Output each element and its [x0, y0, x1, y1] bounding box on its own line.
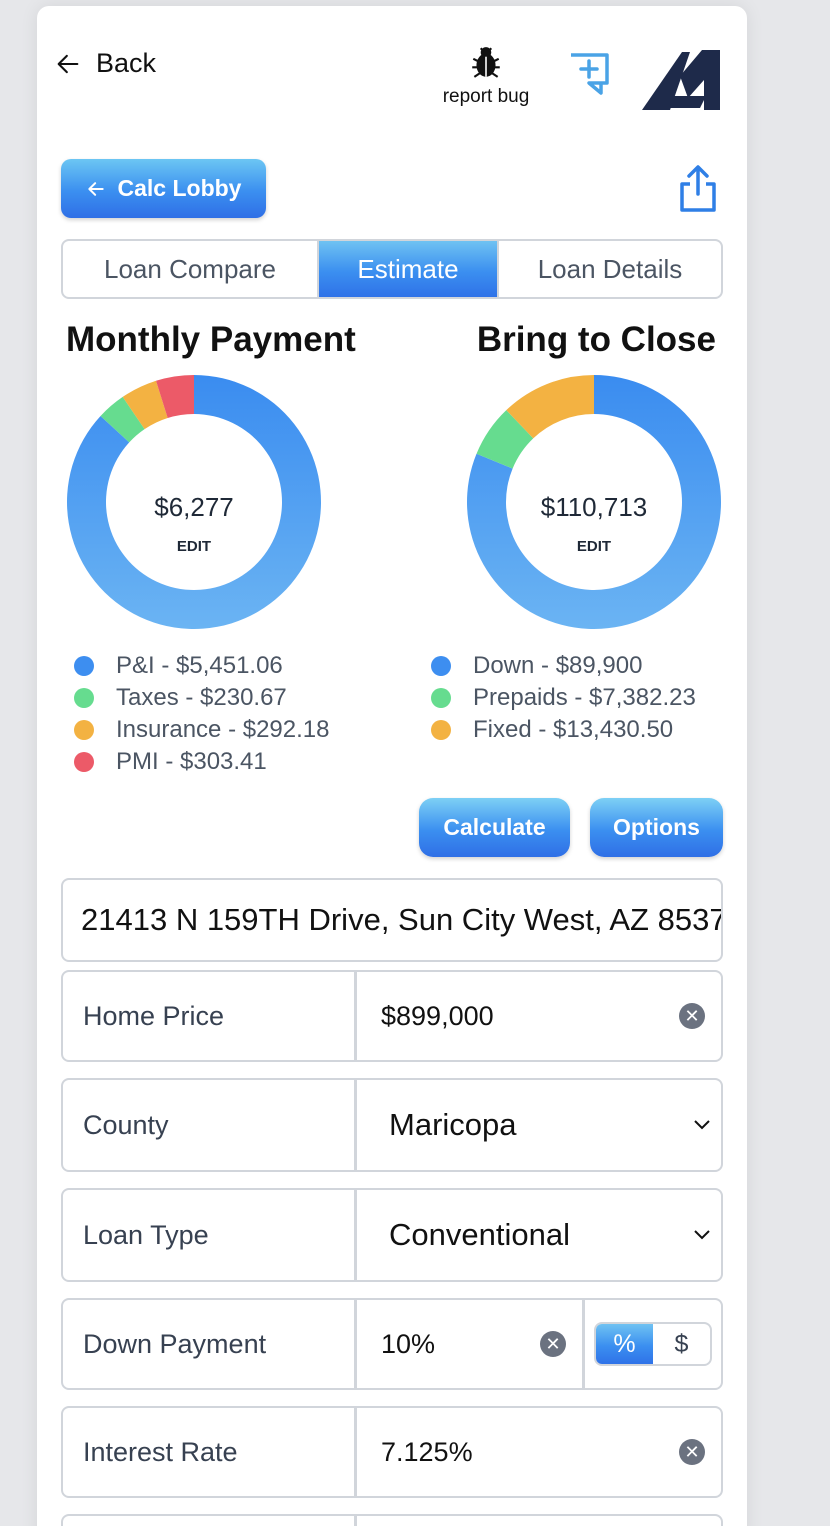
bring-to-close-donut — [467, 375, 721, 629]
company-logo — [642, 50, 720, 110]
bug-icon — [472, 47, 500, 78]
donut-slice — [66, 375, 322, 629]
down-payment-input[interactable]: 10% ✕ — [357, 1300, 585, 1388]
legend-label: Taxes - $230.67 — [116, 684, 287, 711]
bring-to-close-edit[interactable]: EDIT — [576, 538, 612, 555]
arrow-left-icon — [87, 181, 104, 196]
down-payment-row: Down Payment 10% ✕ % $ — [61, 1298, 723, 1390]
calculate-button[interactable]: Calculate — [419, 798, 570, 857]
bring-to-close-total: $110,713 — [540, 492, 648, 522]
chevron-down-icon — [694, 1120, 710, 1130]
legend-dot — [74, 656, 94, 676]
address-field[interactable]: 21413 N 159TH Drive, Sun City West, AZ 8… — [61, 878, 723, 962]
monthly-payment-donut — [66, 375, 322, 629]
chevron-down-icon — [694, 1230, 710, 1240]
loan-type-label: Loan Type — [63, 1190, 357, 1280]
interest-rate-value: 7.125% — [381, 1436, 473, 1467]
legend-label: Down - $89,900 — [473, 652, 643, 679]
interest-rate-row: Interest Rate 7.125% ✕ — [61, 1406, 723, 1498]
legend-dot — [74, 720, 94, 740]
clear-icon[interactable]: ✕ — [679, 1003, 705, 1029]
donut-slice — [467, 375, 721, 629]
calc-lobby-label: Calc Lobby — [117, 175, 242, 201]
legend-label: Fixed - $13,430.50 — [473, 716, 674, 743]
loan-type-row: Loan Type Conventional — [61, 1188, 723, 1282]
add-note-icon[interactable] — [567, 50, 613, 96]
home-price-value: $899,000 — [381, 1000, 494, 1031]
legend-label: Prepaids - $7,382.23 — [473, 684, 696, 711]
legend-item: PMI - $303.41 — [74, 746, 329, 778]
clear-icon[interactable]: ✕ — [679, 1439, 705, 1465]
interest-rate-input[interactable]: 7.125% ✕ — [357, 1408, 721, 1496]
home-price-row: Home Price $899,000 ✕ — [61, 970, 723, 1062]
back-button[interactable]: Back — [54, 48, 156, 79]
tab-loan-details[interactable]: Loan Details — [497, 241, 721, 297]
share-icon[interactable] — [676, 164, 720, 214]
monthly-payment-edit[interactable]: EDIT — [176, 538, 212, 555]
down-payment-unit-toggle: % $ — [585, 1300, 721, 1388]
report-bug-button[interactable]: report bug — [430, 44, 542, 108]
options-button[interactable]: Options — [590, 798, 723, 857]
donut-slice — [122, 380, 168, 430]
home-price-label: Home Price — [63, 972, 357, 1060]
legend-dot — [431, 656, 451, 676]
monthly-payment-title: Monthly Payment — [66, 320, 356, 359]
donut-slice — [156, 375, 194, 419]
monthly-legend: P&I - $5,451.06 Taxes - $230.67 Insuranc… — [74, 650, 329, 778]
legend-label: Insurance - $292.18 — [116, 716, 330, 743]
loan-type-select[interactable]: Conventional — [357, 1190, 721, 1280]
calc-lobby-button[interactable]: Calc Lobby — [61, 159, 266, 218]
next-row — [61, 1514, 723, 1526]
legend-dot — [431, 720, 451, 740]
county-label: County — [63, 1080, 357, 1170]
county-select[interactable]: Maricopa — [357, 1080, 721, 1170]
legend-item: Insurance - $292.18 — [74, 714, 329, 746]
legend-item: Down - $89,900 — [431, 650, 696, 682]
tab-loan-compare[interactable]: Loan Compare — [63, 241, 319, 297]
tab-estimate[interactable]: Estimate — [319, 241, 497, 297]
home-price-input[interactable]: $899,000 ✕ — [357, 972, 721, 1060]
monthly-payment-total: $6,277 — [154, 492, 234, 522]
county-row: County Maricopa — [61, 1078, 723, 1172]
donut-slice — [476, 410, 534, 469]
down-payment-value: 10% — [381, 1328, 436, 1359]
back-label: Back — [96, 48, 157, 78]
next-row-label — [63, 1516, 357, 1526]
bring-to-close-title: Bring to Close — [476, 320, 716, 359]
percent-toggle[interactable]: % — [596, 1324, 653, 1364]
address-value: 21413 N 159TH Drive, Sun City West, AZ 8… — [81, 902, 723, 937]
interest-rate-label: Interest Rate — [63, 1408, 357, 1496]
legend-item: Prepaids - $7,382.23 — [431, 682, 696, 714]
tab-bar: Loan Compare Estimate Loan Details — [61, 239, 723, 299]
legend-label: P&I - $5,451.06 — [116, 652, 283, 679]
close-legend: Down - $89,900 Prepaids - $7,382.23 Fixe… — [431, 650, 696, 746]
legend-dot — [74, 752, 94, 772]
arrow-left-icon — [57, 54, 79, 73]
legend-dot — [431, 688, 451, 708]
legend-item: Taxes - $230.67 — [74, 682, 329, 714]
county-value: Maricopa — [389, 1107, 517, 1142]
unit-toggle: % $ — [594, 1322, 712, 1366]
clear-icon[interactable]: ✕ — [540, 1331, 566, 1357]
legend-dot — [74, 688, 94, 708]
loan-type-value: Conventional — [389, 1217, 570, 1252]
legend-item: Fixed - $13,430.50 — [431, 714, 696, 746]
next-row-input[interactable] — [357, 1516, 721, 1526]
dollar-toggle[interactable]: $ — [674, 1329, 689, 1358]
donut-slice — [506, 375, 594, 439]
down-payment-label: Down Payment — [63, 1300, 357, 1388]
report-bug-label: report bug — [442, 86, 530, 107]
donut-slice — [100, 396, 145, 443]
legend-label: PMI - $303.41 — [116, 748, 267, 775]
legend-item: P&I - $5,451.06 — [74, 650, 329, 682]
